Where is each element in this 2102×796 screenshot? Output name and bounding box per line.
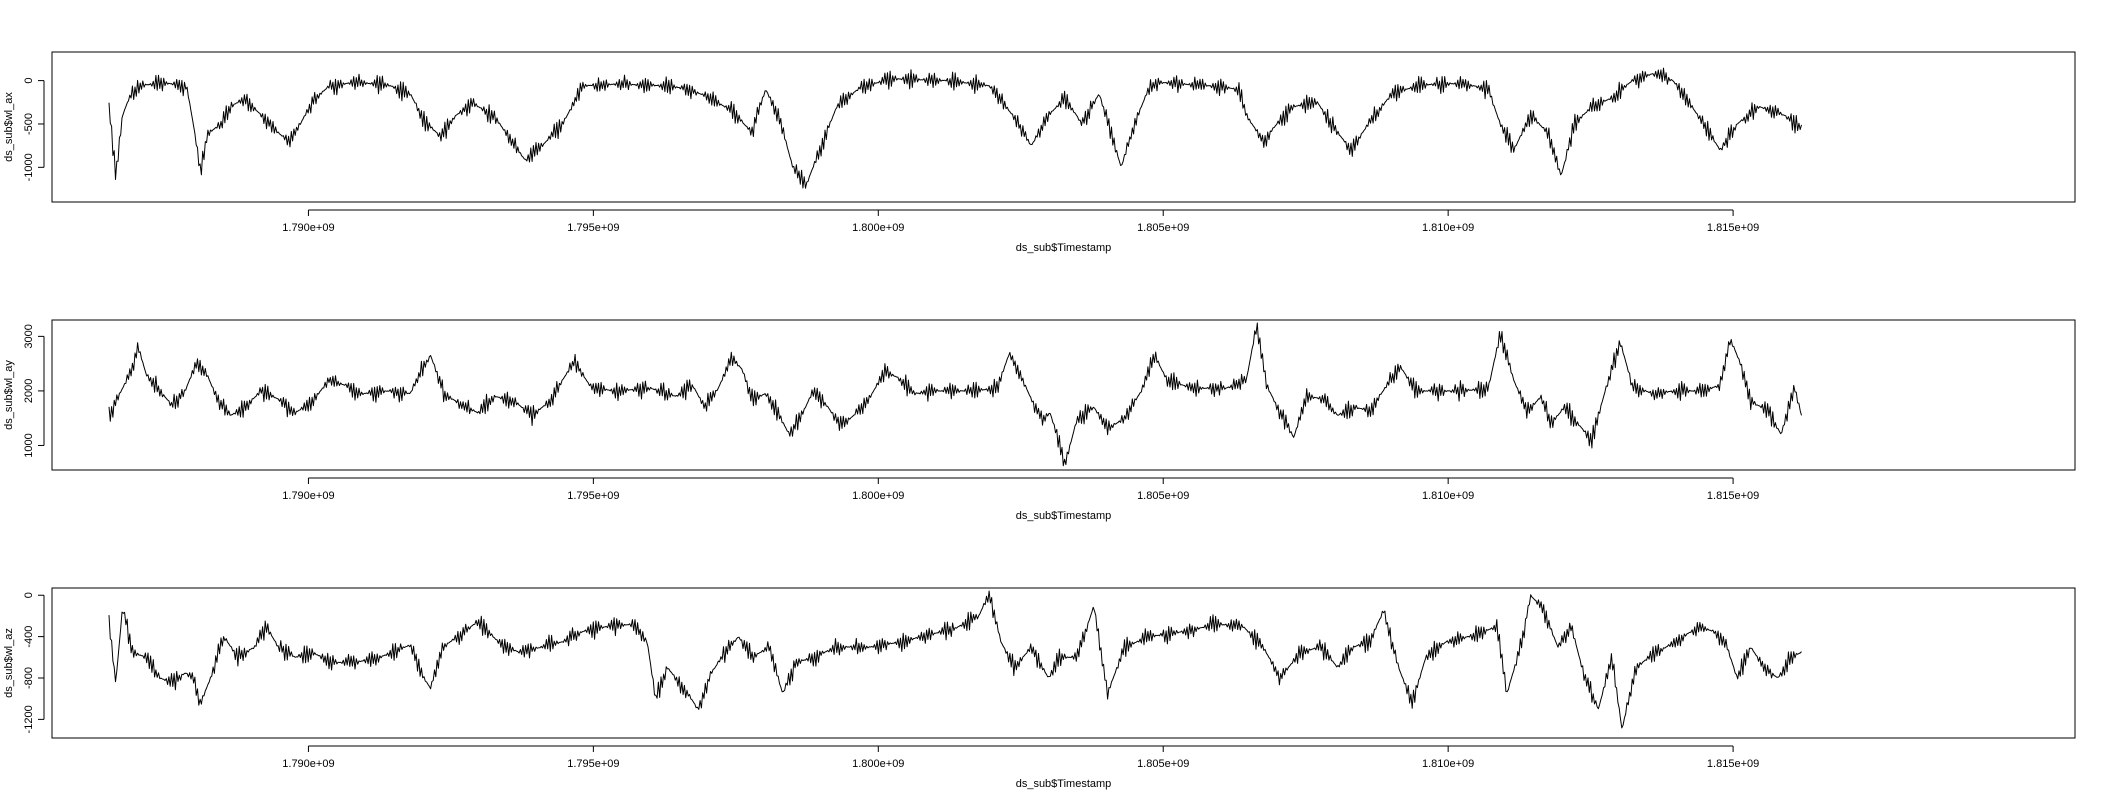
- x-tick-label: 1.795e+09: [567, 222, 619, 234]
- series-line: [108, 67, 1802, 189]
- series-line: [108, 590, 1802, 729]
- y-tick-label: 0: [23, 78, 35, 84]
- plot-frame: [51, 587, 2076, 739]
- y-tick-label: 2000: [23, 379, 35, 403]
- x-tick-label: 1.810e+09: [1422, 758, 1474, 770]
- x-tick-label: 1.800e+09: [852, 222, 904, 234]
- y-tick-label: 3000: [23, 324, 35, 348]
- x-tick-label: 1.815e+09: [1707, 758, 1759, 770]
- x-tick-label: 1.790e+09: [282, 222, 334, 234]
- y-tick-label: -1000: [23, 153, 35, 181]
- x-tick-label: 1.815e+09: [1707, 222, 1759, 234]
- x-axis-label: ds_sub$Timestamp: [1016, 242, 1112, 254]
- y-tick-label: -500: [23, 113, 35, 135]
- y-axis-label: ds_sub$wl_ay: [3, 360, 15, 430]
- y-axis-label: ds_sub$wl_az: [3, 628, 15, 698]
- x-axis-label: ds_sub$Timestamp: [1016, 510, 1112, 522]
- x-tick-label: 1.790e+09: [282, 490, 334, 502]
- x-tick-label: 1.815e+09: [1707, 490, 1759, 502]
- x-tick-label: 1.805e+09: [1137, 490, 1189, 502]
- y-tick-label: 1000: [23, 433, 35, 457]
- y-tick-label: -800: [23, 667, 35, 689]
- x-tick-label: 1.805e+09: [1137, 222, 1189, 234]
- x-tick-label: 1.805e+09: [1137, 758, 1189, 770]
- x-tick-label: 1.790e+09: [282, 758, 334, 770]
- x-tick-label: 1.795e+09: [567, 758, 619, 770]
- x-tick-label: 1.810e+09: [1422, 222, 1474, 234]
- y-axis-label: ds_sub$wl_ax: [3, 92, 15, 162]
- plot-frame: [51, 319, 2076, 471]
- x-axis-label: ds_sub$Timestamp: [1016, 778, 1112, 790]
- x-tick-label: 1.810e+09: [1422, 490, 1474, 502]
- x-tick-label: 1.795e+09: [567, 490, 619, 502]
- y-tick-label: -1200: [23, 705, 35, 733]
- plot-frame: [51, 51, 2076, 203]
- y-tick-label: 0: [23, 592, 35, 598]
- y-tick-label: -400: [23, 626, 35, 648]
- x-tick-label: 1.800e+09: [852, 490, 904, 502]
- series-line: [108, 322, 1802, 467]
- x-tick-label: 1.800e+09: [852, 758, 904, 770]
